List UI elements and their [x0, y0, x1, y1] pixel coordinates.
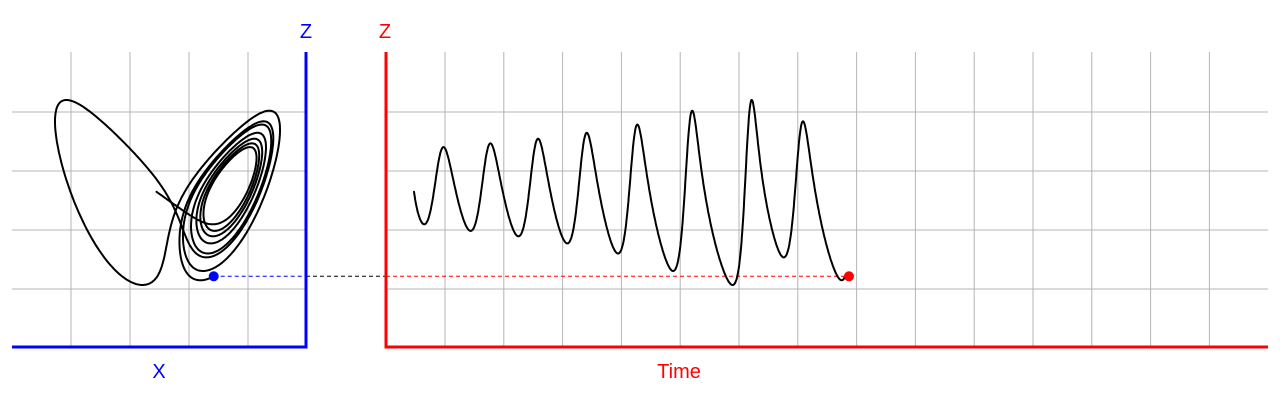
phase-x-axis-label: X: [152, 361, 166, 383]
time-z-axis-label: Z: [378, 21, 392, 43]
phase-plot-axes: [12, 52, 308, 349]
time-plot-axes: [384, 52, 1268, 349]
phase-trajectory: [54, 99, 281, 286]
phase-current-point: [208, 271, 219, 282]
time-current-point: [844, 271, 854, 282]
phase-plot-grid: [12, 52, 305, 346]
time-axis-label: Time: [657, 361, 701, 383]
phase-z-axis-label: Z: [299, 21, 313, 43]
time-plot-grid: [387, 52, 1268, 346]
z-time-series: [413, 99, 846, 286]
